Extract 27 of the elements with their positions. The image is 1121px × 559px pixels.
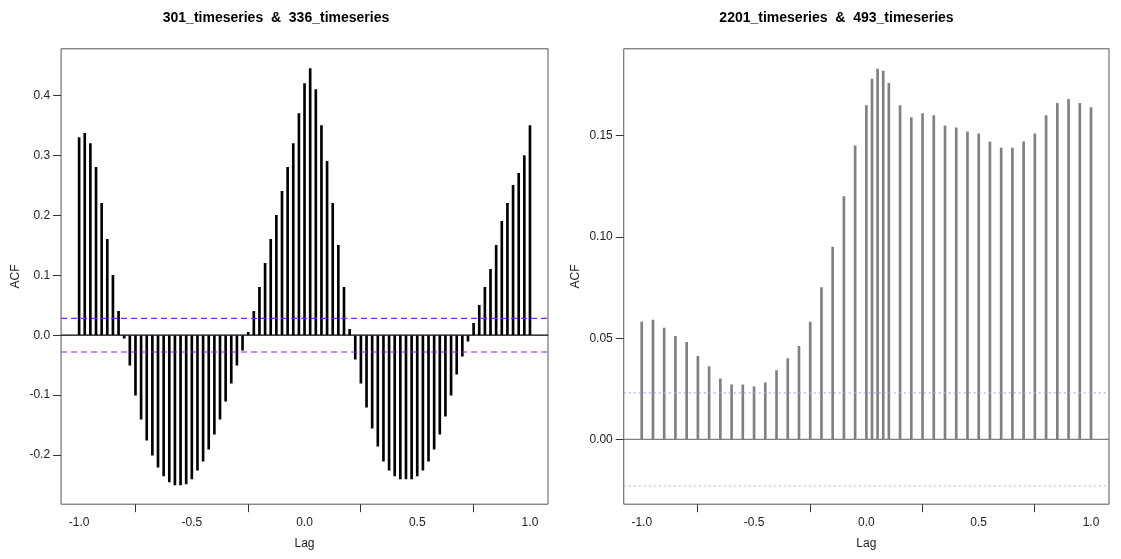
x-tick-label: 1.0 bbox=[1082, 514, 1100, 529]
y-tick-label: 0.00 bbox=[589, 431, 614, 446]
x-tick-label: 0.5 bbox=[970, 514, 988, 529]
y-tick-label: -0.1 bbox=[29, 387, 51, 402]
y-tick-label: 0.10 bbox=[589, 229, 614, 244]
chart-title: 301_timeseries & 336_timeseries bbox=[162, 9, 390, 26]
y-axis-title: ACF bbox=[7, 264, 22, 289]
x-axis-title: Lag bbox=[294, 536, 315, 551]
x-tick-label: -0.5 bbox=[743, 514, 765, 529]
y-tick-label: -0.2 bbox=[29, 447, 51, 462]
y-tick-label: 0.05 bbox=[589, 330, 614, 345]
x-tick-label: 1.0 bbox=[521, 514, 539, 529]
x-tick-label: 0.5 bbox=[408, 514, 426, 529]
y-tick-label: 0.15 bbox=[589, 128, 614, 143]
y-tick-label: 0.1 bbox=[33, 267, 51, 282]
x-tick-label: -0.5 bbox=[181, 514, 203, 529]
y-tick-label: 0.3 bbox=[33, 147, 51, 162]
x-axis-title: Lag bbox=[856, 536, 877, 551]
x-tick-label: 0.0 bbox=[858, 514, 876, 529]
y-tick-label: 0.0 bbox=[33, 327, 51, 342]
y-tick-label: 0.4 bbox=[33, 87, 51, 102]
chart-title: 2201_timeseries & 493_timeseries bbox=[719, 9, 954, 26]
x-tick-label: -1.0 bbox=[68, 514, 90, 529]
x-tick-label: -1.0 bbox=[631, 514, 653, 529]
y-tick-label: 0.2 bbox=[33, 207, 51, 222]
y-axis-title: ACF bbox=[567, 264, 582, 289]
x-tick-label: 0.0 bbox=[296, 514, 314, 529]
